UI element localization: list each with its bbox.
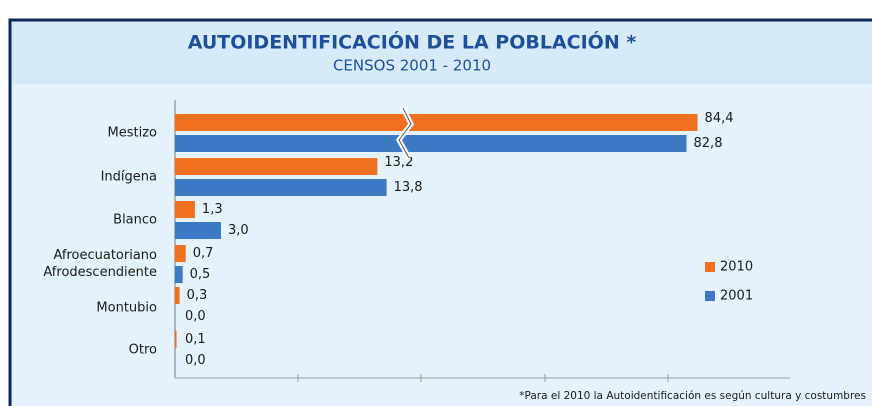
data-label: 84,4 <box>705 111 734 126</box>
y-tick-label: Afroecuatoriano Afrodescendiente <box>43 248 157 280</box>
axis-break-edge <box>398 107 412 159</box>
data-label: 0,3 <box>187 288 208 303</box>
data-label: 3,0 <box>228 223 249 238</box>
chart-subtitle: CENSOS 2001 - 2010 <box>333 57 491 75</box>
legend-swatch <box>705 262 715 272</box>
legend-label: 2001 <box>720 289 753 304</box>
data-label: 13,8 <box>394 180 423 195</box>
data-label: 0,7 <box>193 246 214 261</box>
bar <box>175 222 221 239</box>
data-label: 0,1 <box>185 332 206 347</box>
bar <box>175 135 687 152</box>
bar <box>175 245 186 262</box>
bar <box>175 158 378 175</box>
data-label: 0,0 <box>185 353 206 368</box>
footnote: *Para el 2010 la Autoidentificación es s… <box>519 390 866 402</box>
legend-swatch <box>705 291 715 301</box>
y-tick-label: Blanco <box>113 212 157 228</box>
y-tick-label: Indígena <box>100 169 157 185</box>
legend-label: 2010 <box>720 260 753 275</box>
bar <box>175 331 177 348</box>
chart-title: AUTOIDENTIFICACIÓN DE LA POBLACIÓN * <box>188 30 637 54</box>
y-tick-label: Otro <box>128 342 157 358</box>
bar <box>175 287 180 304</box>
bar <box>175 179 387 196</box>
data-label: 1,3 <box>202 202 223 217</box>
data-label: 13,2 <box>384 155 413 170</box>
axis-ticks <box>297 374 669 382</box>
bar <box>175 201 195 218</box>
y-tick-label: Mestizo <box>107 125 157 141</box>
y-tick-label: Montubio <box>96 300 157 316</box>
bar <box>175 114 698 131</box>
bar <box>175 266 183 283</box>
data-label: 0,5 <box>190 267 211 282</box>
data-label: 0,0 <box>185 309 206 324</box>
data-label: 82,8 <box>694 136 723 151</box>
